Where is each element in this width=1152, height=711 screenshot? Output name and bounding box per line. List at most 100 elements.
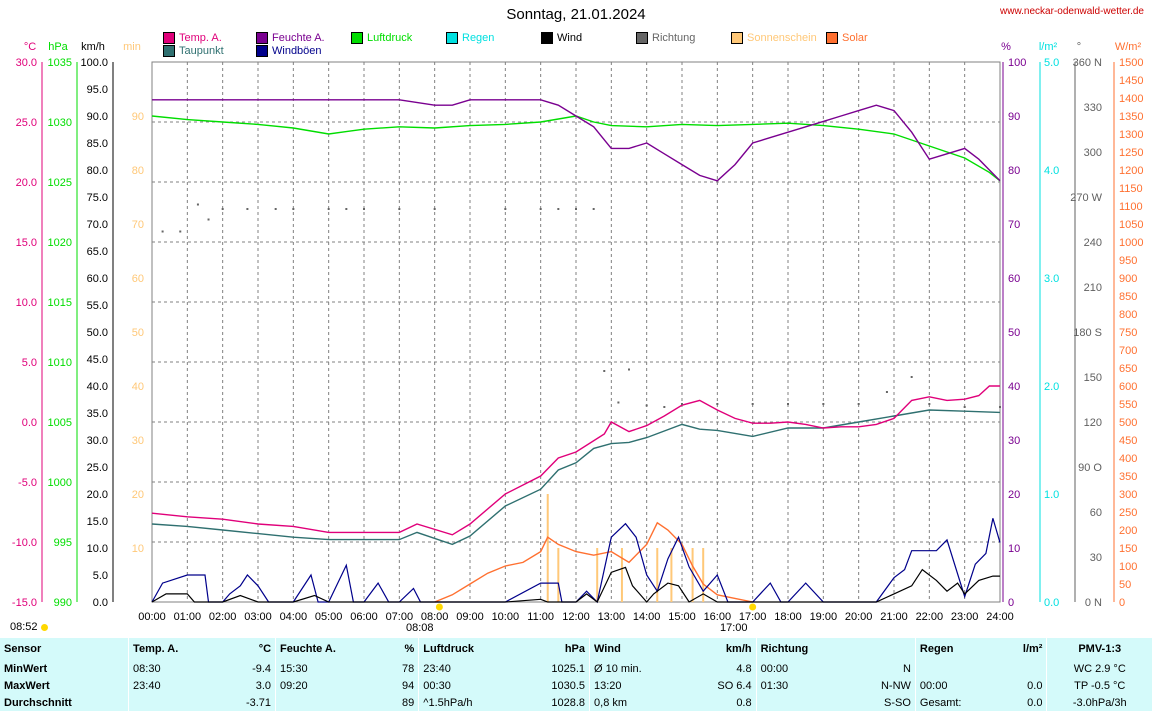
stats-cell: 00:00: [755, 660, 851, 678]
legend-item: Richtung: [636, 32, 695, 44]
rain-tick-label: 0.0: [1044, 597, 1059, 609]
legend-label: Windböen: [272, 45, 322, 57]
temp-tick-label: 20.0: [16, 177, 37, 189]
stats-row-avg: Durchschnitt -3.71 89 ^1.5hPa/h 1028.8 0…: [0, 694, 1152, 711]
direction-point: [885, 391, 888, 393]
legend-swatch: [163, 32, 175, 44]
site-link[interactable]: www.neckar-odenwald-wetter.de: [1000, 6, 1144, 17]
wind-tick-label: 25.0: [87, 462, 108, 474]
direction-point: [681, 403, 683, 405]
solar-tick-label: 1400: [1119, 93, 1143, 105]
sunrise-label: 08:52: [10, 621, 38, 633]
direction-point: [617, 401, 620, 404]
stats-cell: ^1.5hPa/h: [418, 694, 519, 711]
direction-point: [161, 230, 164, 233]
sunset-mark: 17:00: [720, 622, 748, 634]
legend-label: Luftdruck: [367, 32, 413, 44]
sunshine-bar: [691, 548, 694, 602]
stats-label: MinWert: [4, 662, 48, 675]
series-line-luftdruck: [151, 115, 1001, 182]
pressure-tick-label: 990: [54, 597, 72, 609]
series-line-feuchte-a-: [152, 99, 1001, 182]
stats-cell: 23:40: [418, 660, 519, 678]
stats-cell: 09:20: [275, 677, 384, 695]
stats-cell: 13:20: [589, 677, 685, 695]
time-tick-label: 17:00: [739, 611, 767, 623]
legend-label: Feuchte A.: [272, 32, 325, 44]
sunshine-unit-label: min: [123, 41, 141, 53]
pressure-tick-label: 1010: [48, 357, 72, 369]
sunshine-bar: [670, 548, 673, 602]
legend-swatch: [163, 45, 175, 57]
time-tick-label: 01:00: [174, 611, 202, 623]
humidity-tick-label: 70: [1008, 219, 1020, 231]
temp-tick-label: -5.0: [18, 477, 37, 489]
stats-table: Sensor Temp. A. °C Feuchte A. % Luftdruc…: [0, 638, 1152, 711]
sun-icon: [40, 623, 48, 631]
wind-tick-label: 35.0: [87, 408, 108, 420]
stats-cell: Ø 10 min.: [589, 660, 685, 678]
stats-cell: TP -0.5 °C: [1046, 677, 1152, 695]
rain-tick-label: 4.0: [1044, 165, 1059, 177]
humidity-tick-label: 10: [1008, 543, 1020, 555]
time-tick-label: 06:00: [350, 611, 378, 623]
time-tick-label: 22:00: [916, 611, 944, 623]
wind-tick-label: 55.0: [87, 300, 108, 312]
solar-tick-label: 1200: [1119, 165, 1143, 177]
direction-point: [539, 208, 542, 210]
stats-label: Durchschnitt: [4, 696, 72, 709]
time-tick-label: 09:00: [456, 611, 484, 623]
time-tick-label: 24:00: [986, 611, 1014, 623]
legend-swatch: [446, 32, 458, 44]
direction-point: [787, 403, 789, 405]
series-line-wind: [151, 566, 1000, 603]
time-tick-label: 03:00: [244, 611, 272, 623]
stats-label: MaxWert: [4, 679, 50, 692]
pressure-tick-label: 1020: [48, 237, 72, 249]
sunshine-bar: [620, 548, 623, 602]
stats-header-rain: Regen: [914, 638, 1000, 661]
stats-header-sensor: Sensor: [4, 643, 42, 656]
wind-tick-label: 70.0: [87, 219, 108, 231]
stats-cell: 00:30: [418, 677, 519, 695]
solar-tick-label: 750: [1119, 327, 1137, 339]
stats-cell: WC 2.9 °C: [1046, 660, 1152, 678]
series-line-temp-a-: [151, 385, 1000, 536]
stats-cell: S-SO: [884, 696, 911, 709]
solar-tick-label: 500: [1119, 417, 1137, 429]
pressure-tick-label: 995: [54, 537, 72, 549]
wind-tick-label: 65.0: [87, 246, 108, 258]
direction-point: [221, 208, 224, 210]
stats-cell: N: [902, 662, 911, 675]
legend-item: Regen: [446, 32, 494, 44]
humidity-tick-label: 30: [1008, 435, 1020, 447]
legend-label: Richtung: [652, 32, 696, 44]
stats-cell: SO 6.4: [717, 679, 752, 692]
direction-point: [433, 208, 436, 210]
time-tick-label: 21:00: [880, 611, 908, 623]
stats-cell: 0.0: [1027, 679, 1043, 692]
pressure-tick-label: 1015: [48, 297, 72, 309]
time-tick-label: 04:00: [280, 611, 308, 623]
sunrise-mark-label: 08:08: [406, 622, 434, 634]
direction-tick-label: 90 O: [1078, 462, 1102, 474]
solar-tick-label: 100: [1119, 561, 1137, 573]
solar-tick-label: 450: [1119, 435, 1137, 447]
humidity-tick-label: 90: [1008, 111, 1020, 123]
legend-item: Windböen: [256, 45, 322, 57]
direction-point: [179, 230, 182, 233]
direction-point: [857, 403, 860, 405]
rain-tick-label: 1.0: [1044, 489, 1059, 501]
temp-tick-label: 0.0: [22, 417, 37, 429]
stats-cell: 23:40: [128, 677, 220, 695]
solar-tick-label: 1050: [1119, 219, 1143, 231]
legend-label: Temp. A.: [179, 32, 222, 44]
time-tick-label: 10:00: [492, 611, 520, 623]
wind-tick-label: 75.0: [87, 192, 108, 204]
stats-cell: N-NW: [880, 679, 911, 692]
direction-point: [645, 404, 648, 407]
direction-dots: [161, 203, 1001, 408]
time-tick-label: 00:00: [138, 611, 166, 623]
solar-tick-label: 800: [1119, 309, 1137, 321]
stats-cell: 1025.1: [551, 662, 586, 675]
